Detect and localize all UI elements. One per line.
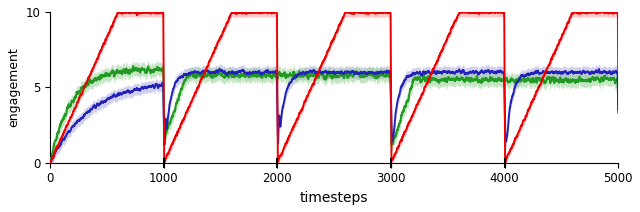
Y-axis label: engagement: engagement xyxy=(7,47,20,127)
X-axis label: timesteps: timesteps xyxy=(300,191,369,205)
